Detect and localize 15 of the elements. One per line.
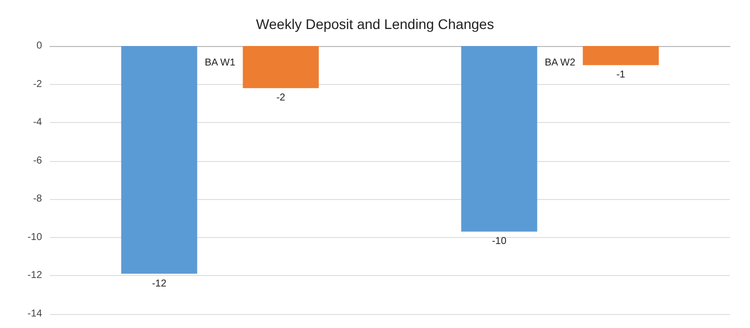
y-tick-label: -2 — [33, 78, 42, 90]
chart-title: Weekly Deposit and Lending Changes — [256, 16, 494, 32]
y-tick-label: -14 — [28, 308, 42, 320]
y-tick-label: -4 — [33, 117, 42, 128]
y-tick-label: 0 — [36, 40, 42, 52]
x-tick-label: BA W2 — [544, 58, 576, 68]
data-label: -10 — [492, 236, 507, 248]
y-tick-label: -8 — [33, 194, 42, 205]
data-label: -1 — [616, 70, 626, 81]
y-tick-label: -10 — [28, 232, 42, 243]
y-tick-label: -12 — [28, 270, 42, 282]
x-tick-label: BA W1 — [204, 58, 236, 68]
y-tick-label: -6 — [33, 155, 42, 166]
data-label: -12 — [152, 278, 167, 290]
data-label: -2 — [276, 92, 286, 104]
